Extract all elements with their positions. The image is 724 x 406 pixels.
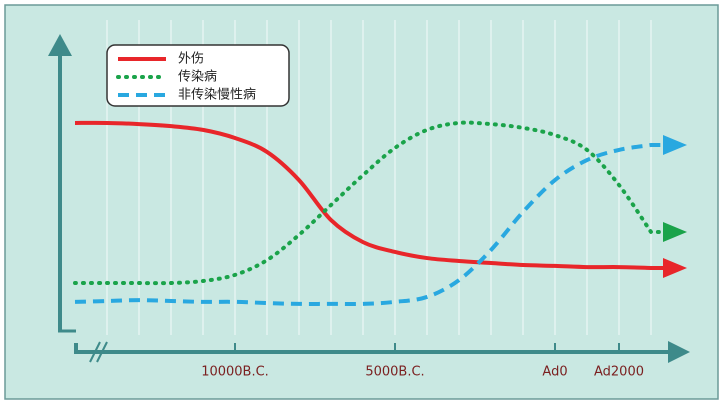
series-arrow	[663, 221, 687, 242]
x-tick-label: Ad0	[542, 365, 567, 380]
series-line	[74, 142, 665, 307]
y-axis-arrow	[48, 34, 72, 56]
axis-break	[89, 341, 101, 363]
x-axis-arrow	[668, 341, 690, 363]
plot	[73, 120, 687, 307]
series-arrow	[663, 134, 687, 155]
series-line	[74, 120, 665, 270]
series-line	[73, 120, 667, 286]
x-tick-label: Ad2000	[594, 365, 644, 380]
axis-break	[96, 341, 108, 363]
axes	[48, 34, 690, 363]
legend-label: 非传染慢性病	[178, 87, 256, 103]
legend-label: 传染病	[178, 70, 217, 85]
x-axis	[74, 343, 670, 354]
x-tick-label: 5000B.C.	[365, 365, 424, 380]
x-tick-label: 10000B.C.	[201, 365, 269, 380]
series-arrow	[663, 257, 687, 278]
legend-label: 外伤	[178, 52, 204, 67]
